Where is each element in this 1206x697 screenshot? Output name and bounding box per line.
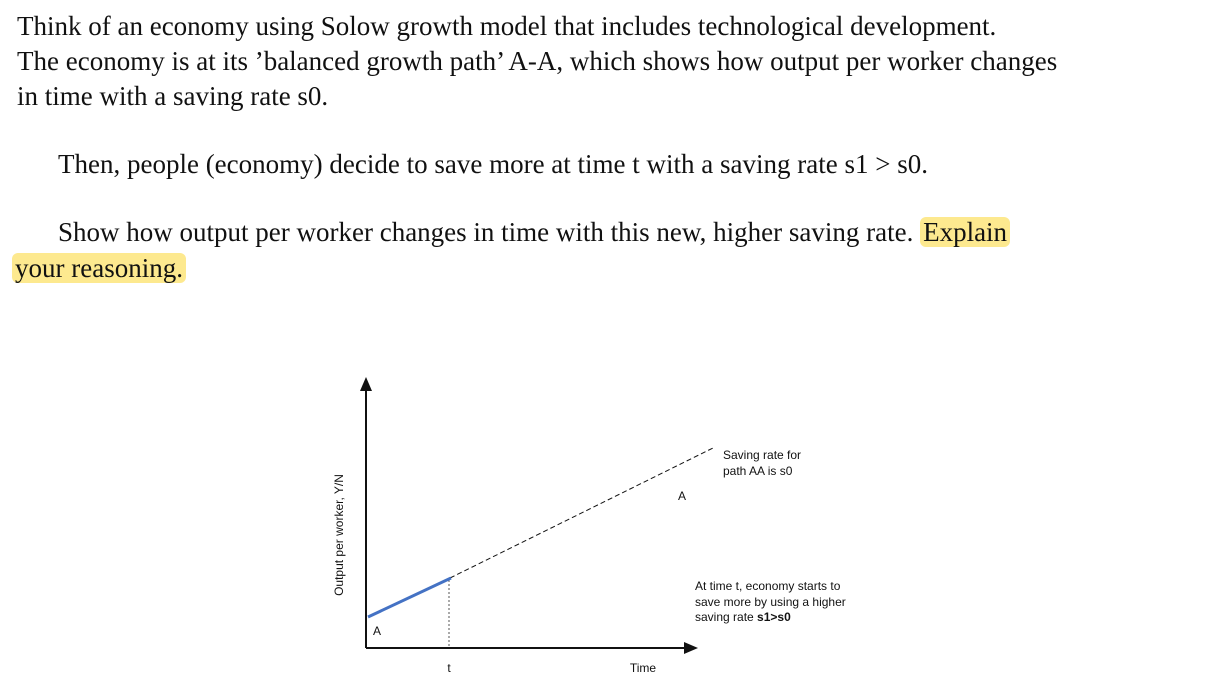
- question-line: in time with a saving rate s0.: [17, 81, 329, 111]
- point-label: A: [373, 624, 381, 638]
- question-line: Think of an economy using Solow growth m…: [17, 11, 997, 41]
- annotation-bold: s1>s0: [757, 610, 791, 624]
- task-line: your reasoning.: [12, 251, 186, 285]
- x-axis-label: Time: [630, 661, 657, 675]
- highlight: Explain: [920, 217, 1011, 247]
- annotation: save more by using a higher: [695, 595, 846, 609]
- annotation: path AA is s0: [723, 464, 793, 478]
- balanced-path-dashed: [449, 446, 716, 579]
- scenario-line: Then, people (economy) decide to save mo…: [58, 149, 928, 179]
- y-axis-label: Output per worker, Y/N: [332, 474, 346, 596]
- annotation: Saving rate for: [723, 448, 801, 462]
- question-line: The economy is at its ’balanced growth p…: [17, 46, 1058, 76]
- annotation: At time t, economy starts to: [695, 579, 841, 593]
- annotation: saving rate s1>s0: [695, 610, 791, 624]
- task-line: Show how output per worker changes in ti…: [58, 215, 1011, 249]
- annotation-text: saving rate: [695, 610, 754, 624]
- time-t-label: t: [447, 661, 451, 675]
- balanced-path: [367, 576, 452, 619]
- point-label: A: [678, 489, 686, 503]
- highlight: your reasoning.: [12, 253, 186, 283]
- task-text: Show how output per worker changes in ti…: [58, 217, 914, 247]
